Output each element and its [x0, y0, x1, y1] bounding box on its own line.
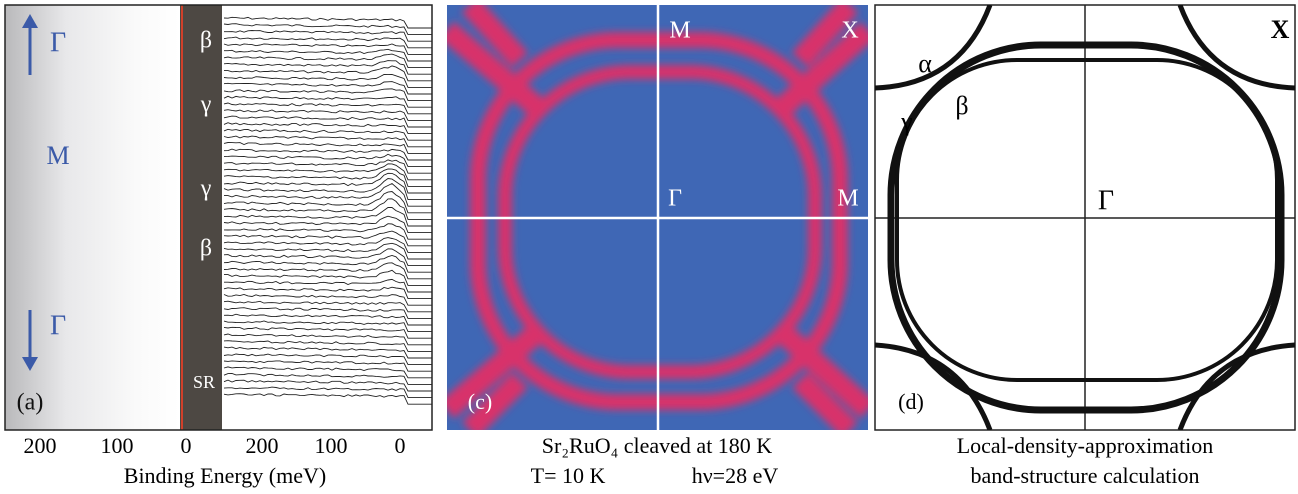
edc-curve	[224, 66, 432, 81]
panel-a: Γ M Γ (a) β γ γ β SR 200 100 0 200 100 0…	[5, 5, 432, 488]
gamma-label: Γ	[50, 310, 66, 341]
edc-curve	[224, 361, 432, 371]
edc-curve	[224, 143, 432, 154]
gamma-label: Γ	[50, 27, 66, 58]
caption: hν=28 eV	[692, 463, 779, 488]
caption: T= 10 K	[531, 463, 606, 488]
point-label: M	[669, 18, 690, 44]
edc-curve	[224, 129, 432, 140]
panel-label: (d)	[898, 389, 924, 414]
edc-curve	[224, 394, 432, 405]
caption: Local-density-approximation	[957, 433, 1214, 458]
panel-d: X α γ β Γ (d) Local-density-approximatio…	[875, 5, 1295, 488]
point-label: M	[837, 186, 858, 212]
caption: Sr₂RuO₄ cleaved at 180 K	[542, 433, 773, 458]
tick-label: 0	[181, 433, 192, 458]
panel-c: M X Γ M (c) Sr₂RuO₄ cleaved at 180 K T= …	[447, 5, 868, 488]
panel-label: (a)	[17, 390, 44, 416]
point-label: γ	[900, 107, 913, 136]
edc-curve	[224, 31, 432, 42]
edc-curve	[224, 149, 432, 160]
m-label: M	[46, 141, 69, 170]
figure: Γ M Γ (a) β γ γ β SR 200 100 0 200 100 0…	[0, 0, 1298, 494]
edc-curve	[224, 96, 432, 107]
strip-label: γ	[200, 176, 212, 202]
panel-label: (c)	[468, 389, 492, 414]
strip-label: β	[200, 236, 212, 262]
tick-label: 200	[24, 433, 57, 458]
strip-label: SR	[193, 372, 215, 392]
point-label: X	[1271, 15, 1290, 44]
strip-label: β	[200, 28, 212, 54]
edc-curve	[224, 61, 432, 75]
point-label: Γ	[668, 186, 682, 212]
edc-curve	[224, 103, 432, 114]
tick-label: 100	[315, 433, 348, 458]
tick-label: 200	[246, 433, 279, 458]
edc-curve	[224, 49, 432, 61]
point-label: Γ	[1098, 185, 1114, 216]
caption: band-structure calculation	[970, 463, 1199, 488]
point-label: X	[841, 18, 858, 44]
dark-strip	[180, 5, 222, 430]
tick-label: 100	[101, 433, 134, 458]
edc-curve	[224, 231, 432, 246]
edc-curve	[224, 224, 432, 240]
point-label: α	[918, 49, 932, 78]
point-label: β	[955, 91, 968, 120]
edc-curve	[224, 44, 432, 55]
strip-label: γ	[200, 92, 212, 118]
edc-stack	[224, 17, 432, 404]
edc-curve	[224, 169, 432, 187]
edc-curve	[224, 341, 432, 352]
tick-label: 0	[395, 433, 406, 458]
axis-title: Binding Energy (meV)	[124, 463, 326, 488]
